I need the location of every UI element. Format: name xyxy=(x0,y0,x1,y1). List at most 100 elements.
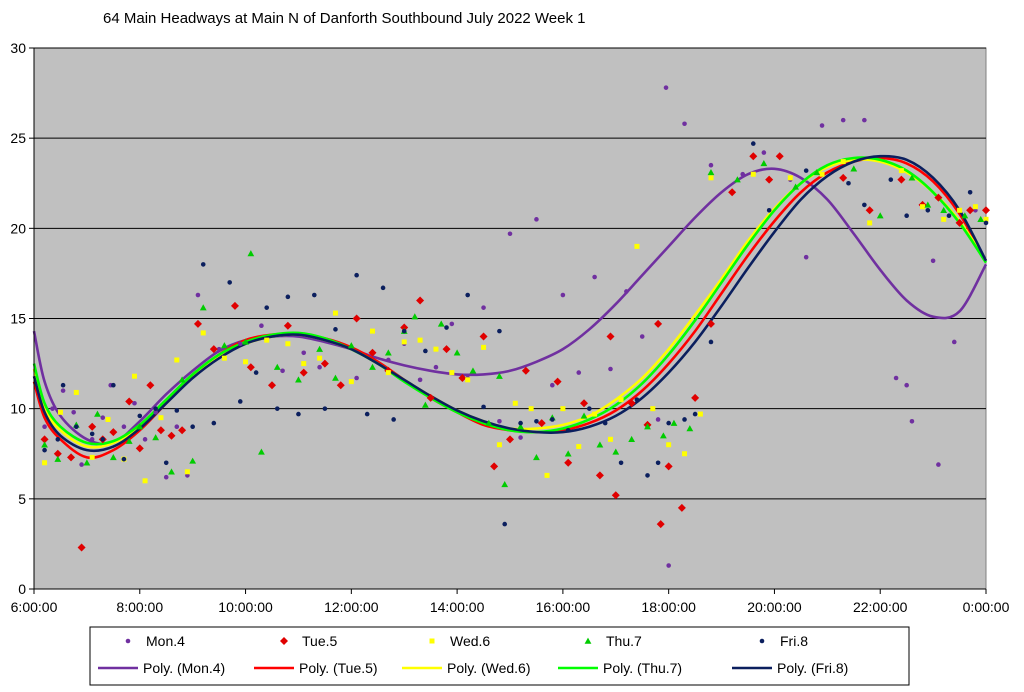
series-1 xyxy=(42,85,978,568)
data-point xyxy=(517,423,524,430)
data-point xyxy=(840,159,846,165)
data-point xyxy=(936,462,941,467)
data-point xyxy=(766,208,772,213)
data-point xyxy=(386,357,391,363)
data-point xyxy=(83,459,91,466)
data-point xyxy=(587,406,592,411)
data-point xyxy=(734,176,741,183)
axes: 0 5 10 15 20 25 30 6:00:00 8:00:00 10:00:00 12:00:… xyxy=(10,40,1009,615)
data-point xyxy=(41,441,48,448)
data-point xyxy=(221,355,227,361)
data-point xyxy=(682,417,687,422)
data-point xyxy=(908,174,916,181)
data-point xyxy=(246,363,255,372)
data-point xyxy=(691,393,700,402)
data-point xyxy=(501,481,509,488)
data-point xyxy=(528,406,534,412)
data-point xyxy=(417,377,423,383)
data-point xyxy=(497,328,502,334)
data-point xyxy=(332,374,339,381)
data-point xyxy=(53,449,62,458)
data-point xyxy=(216,346,222,352)
data-point xyxy=(592,411,598,417)
data-point xyxy=(190,424,195,430)
data-point xyxy=(627,399,636,408)
data-point xyxy=(385,370,391,376)
data-point xyxy=(846,180,851,186)
x-tick-label: 6:00:00 xyxy=(11,599,58,615)
data-point xyxy=(312,292,317,298)
legend-label: Poly. (Fri.8) xyxy=(777,660,848,676)
data-point xyxy=(469,367,477,374)
data-point xyxy=(506,435,514,444)
data-point xyxy=(259,323,264,329)
data-point xyxy=(125,397,134,406)
data-point xyxy=(42,460,48,466)
data-point xyxy=(347,342,355,349)
data-point xyxy=(296,411,301,417)
data-point xyxy=(230,301,239,310)
data-point xyxy=(656,520,665,529)
data-point xyxy=(592,274,597,280)
data-point xyxy=(639,334,645,339)
data-point xyxy=(89,454,95,460)
data-point xyxy=(749,152,758,161)
data-point xyxy=(146,381,155,390)
data-point xyxy=(142,437,148,442)
legend-marker xyxy=(429,638,435,644)
y-tick-label: 20 xyxy=(10,220,26,236)
data-point xyxy=(458,374,467,383)
data-point xyxy=(131,373,137,379)
data-point xyxy=(200,330,206,336)
data-point xyxy=(576,444,582,450)
data-point xyxy=(184,469,190,475)
data-point xyxy=(142,478,148,484)
x-tick-label: 16:00:00 xyxy=(536,599,591,615)
data-point xyxy=(449,321,455,327)
data-point xyxy=(664,462,673,471)
x-tick-label: 12:00:00 xyxy=(324,599,379,615)
data-point xyxy=(411,313,419,320)
data-point xyxy=(283,321,292,330)
data-point xyxy=(299,368,308,377)
data-point xyxy=(174,424,180,430)
data-point xyxy=(156,426,165,435)
legend-label: Poly. (Wed.6) xyxy=(447,660,531,676)
data-point xyxy=(449,370,455,376)
data-point xyxy=(750,171,756,177)
data-point xyxy=(60,388,66,393)
data-point xyxy=(317,355,323,361)
data-point xyxy=(708,175,714,181)
data-point xyxy=(243,359,249,365)
data-point xyxy=(336,381,345,390)
data-point xyxy=(518,420,523,426)
data-point xyxy=(465,292,470,298)
data-point xyxy=(659,432,667,439)
data-point xyxy=(88,422,97,431)
data-point xyxy=(100,437,106,442)
data-point xyxy=(195,292,201,298)
data-point xyxy=(624,289,629,294)
data-point xyxy=(608,366,613,372)
data-point xyxy=(71,409,76,415)
data-point xyxy=(775,152,784,161)
data-point xyxy=(285,294,291,300)
y-tick-label: 15 xyxy=(10,311,26,327)
data-point xyxy=(301,361,307,367)
x-tick-label: 8:00:00 xyxy=(116,599,163,615)
data-point xyxy=(384,349,392,356)
data-point xyxy=(813,169,821,176)
data-point xyxy=(490,462,499,471)
data-point xyxy=(840,117,846,123)
data-point xyxy=(977,215,985,223)
data-point xyxy=(264,337,270,343)
data-point xyxy=(708,339,714,345)
legend-label: Poly. (Mon.4) xyxy=(143,660,225,676)
data-point xyxy=(534,217,539,222)
legend-label: Thu.7 xyxy=(606,633,642,649)
series-3 xyxy=(42,159,989,484)
data-point xyxy=(564,458,573,467)
data-point xyxy=(273,363,281,370)
data-point xyxy=(951,339,957,345)
